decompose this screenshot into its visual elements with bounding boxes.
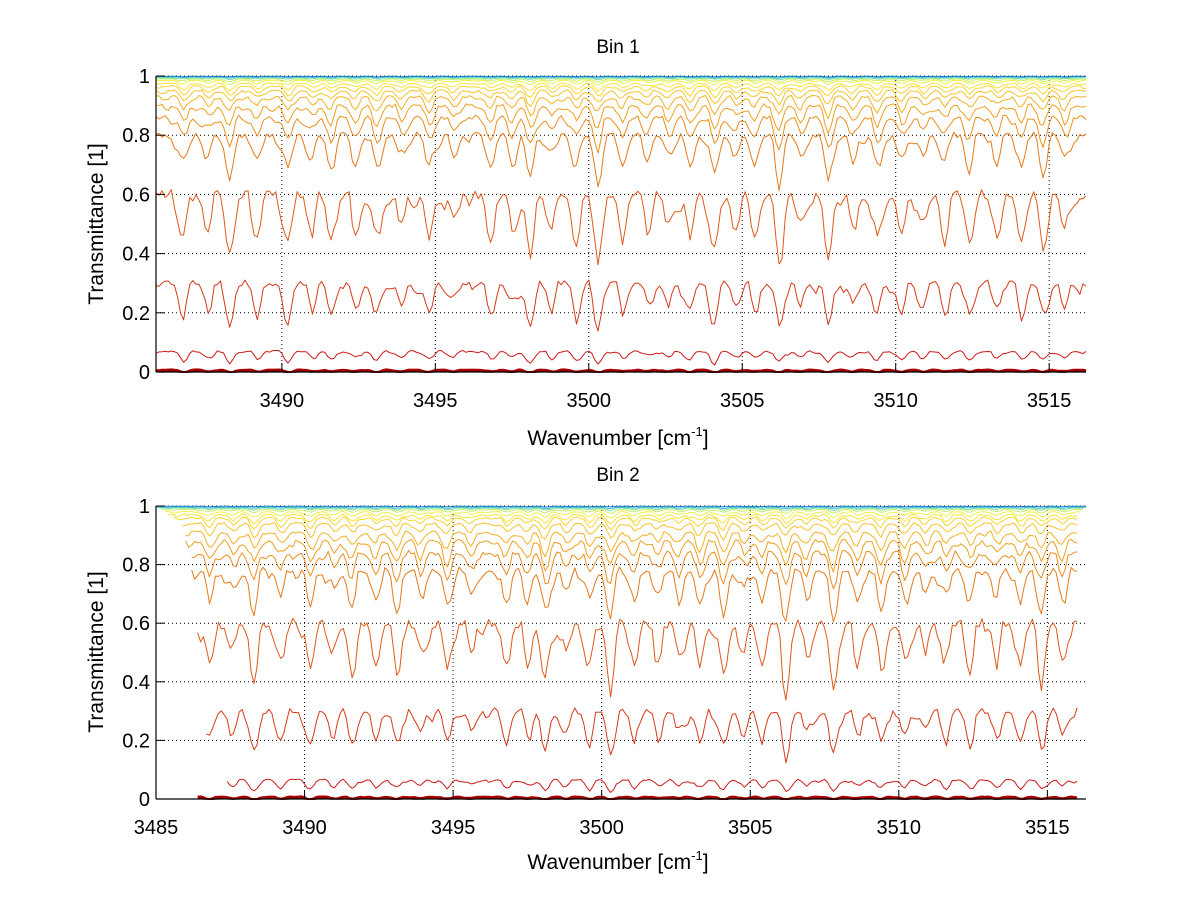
series-line-14: [161, 508, 1084, 514]
y-tick-label: 0.4: [122, 244, 150, 266]
x-tick-labels: 3485 3490 3495 3500 3505 3510 3515: [134, 817, 1070, 839]
series-line-15: [156, 77, 1086, 81]
subplot-bin-2: Bin 2 3485 3490 3495 3500 3505 3510 3515 00.20…: [85, 465, 1087, 874]
x-tick-labels: 3490 3495 3500 3505 3510 3515: [260, 390, 1072, 412]
y-tick-labels: 0 0.2 0.4 0.6 0.8 1: [122, 66, 150, 384]
x-tick-label: 3490: [260, 390, 305, 412]
series-line-7: [155, 114, 1087, 154]
x-tick-label: 3510: [877, 817, 922, 839]
series-line-2: [155, 368, 1087, 373]
series-line-5: [197, 617, 1078, 701]
series-line-11: [155, 85, 1087, 99]
series-line-2: [197, 795, 1078, 800]
x-tick-label: 3505: [720, 390, 765, 412]
axes-lines: [155, 75, 1086, 373]
x-tick-label: 3515: [1025, 817, 1070, 839]
series-line-15: [158, 507, 1083, 512]
y-tick-labels: 0 0.2 0.4 0.6 0.8 1: [122, 496, 150, 811]
series-line-8: [185, 538, 1078, 573]
series-line-6: [191, 566, 1078, 623]
y-tick-label: 0: [139, 362, 150, 384]
y-tick-label: 0: [139, 789, 150, 811]
series-group: [155, 75, 1087, 373]
series-line-9: [155, 94, 1087, 120]
series-line-11: [173, 516, 1078, 532]
series-line-16: [156, 506, 1087, 510]
series-line-8: [155, 103, 1087, 135]
series-line-13: [156, 79, 1087, 86]
series-line-10: [155, 89, 1087, 107]
x-tick-label: 3515: [1027, 390, 1072, 412]
series-line-13: [164, 510, 1081, 520]
y-axis-label: Transmittance [1]: [85, 143, 108, 304]
x-axis-label-end: ]: [703, 851, 709, 874]
y-tick-label: 1: [139, 496, 150, 518]
x-tick-label: 3485: [134, 817, 179, 839]
series-line-3: [226, 778, 1078, 793]
series-line-3: [155, 350, 1087, 366]
y-tick-label: 0.8: [122, 125, 150, 147]
series-line-12: [155, 82, 1087, 92]
series-line-9: [185, 530, 1078, 558]
series-line-17: [156, 505, 1087, 508]
y-axis-label: Transmittance [1]: [85, 571, 108, 732]
x-tick-label: 3505: [728, 817, 773, 839]
y-tick-label: 0.6: [122, 184, 150, 206]
x-tick-label: 3495: [413, 390, 458, 412]
y-tick-label: 0.8: [122, 555, 150, 577]
subplot-bin-1: Bin 1 3490 3495 3500 3505 3510 3515 0 0.2 0.4 0.…: [85, 37, 1087, 450]
x-tick-label: 3500: [567, 390, 612, 412]
x-axis-label-text: Wavenumber [cm: [527, 427, 691, 450]
series-line-5: [155, 189, 1087, 266]
series-line-16: [155, 76, 1086, 79]
series-line-6: [155, 131, 1087, 191]
chart-title: Bin 1: [596, 37, 639, 58]
series-line-12: [167, 513, 1078, 525]
x-axis-label-superscript: -1: [691, 424, 703, 439]
x-tick-label: 3510: [873, 390, 918, 412]
chart-title: Bin 2: [596, 465, 639, 486]
series-line-7: [191, 550, 1078, 590]
y-tick-label: 0.2: [122, 303, 150, 325]
x-tick-label: 3495: [431, 817, 476, 839]
x-axis-label-text: Wavenumber [cm: [527, 851, 691, 874]
y-tick-label: 0.2: [122, 730, 150, 752]
series-line-14: [155, 78, 1086, 83]
x-tick-label: 3500: [579, 817, 624, 839]
x-axis-label-superscript: -1: [691, 848, 703, 863]
series-line-10: [182, 522, 1078, 541]
x-axis-label-end: ]: [703, 427, 709, 450]
series-line-4: [206, 707, 1078, 764]
axes-lines: [155, 505, 1086, 800]
x-axis-label: Wavenumber [cm-1]: [527, 424, 708, 450]
series-line-4: [155, 279, 1087, 332]
x-axis-label: Wavenumber [cm-1]: [527, 848, 708, 874]
y-tick-label: 0.4: [122, 672, 150, 694]
y-tick-label: 0.6: [122, 613, 150, 635]
series-line-17: [156, 75, 1086, 78]
y-tick-label: 1: [139, 66, 150, 88]
x-tick-label: 3490: [282, 817, 327, 839]
